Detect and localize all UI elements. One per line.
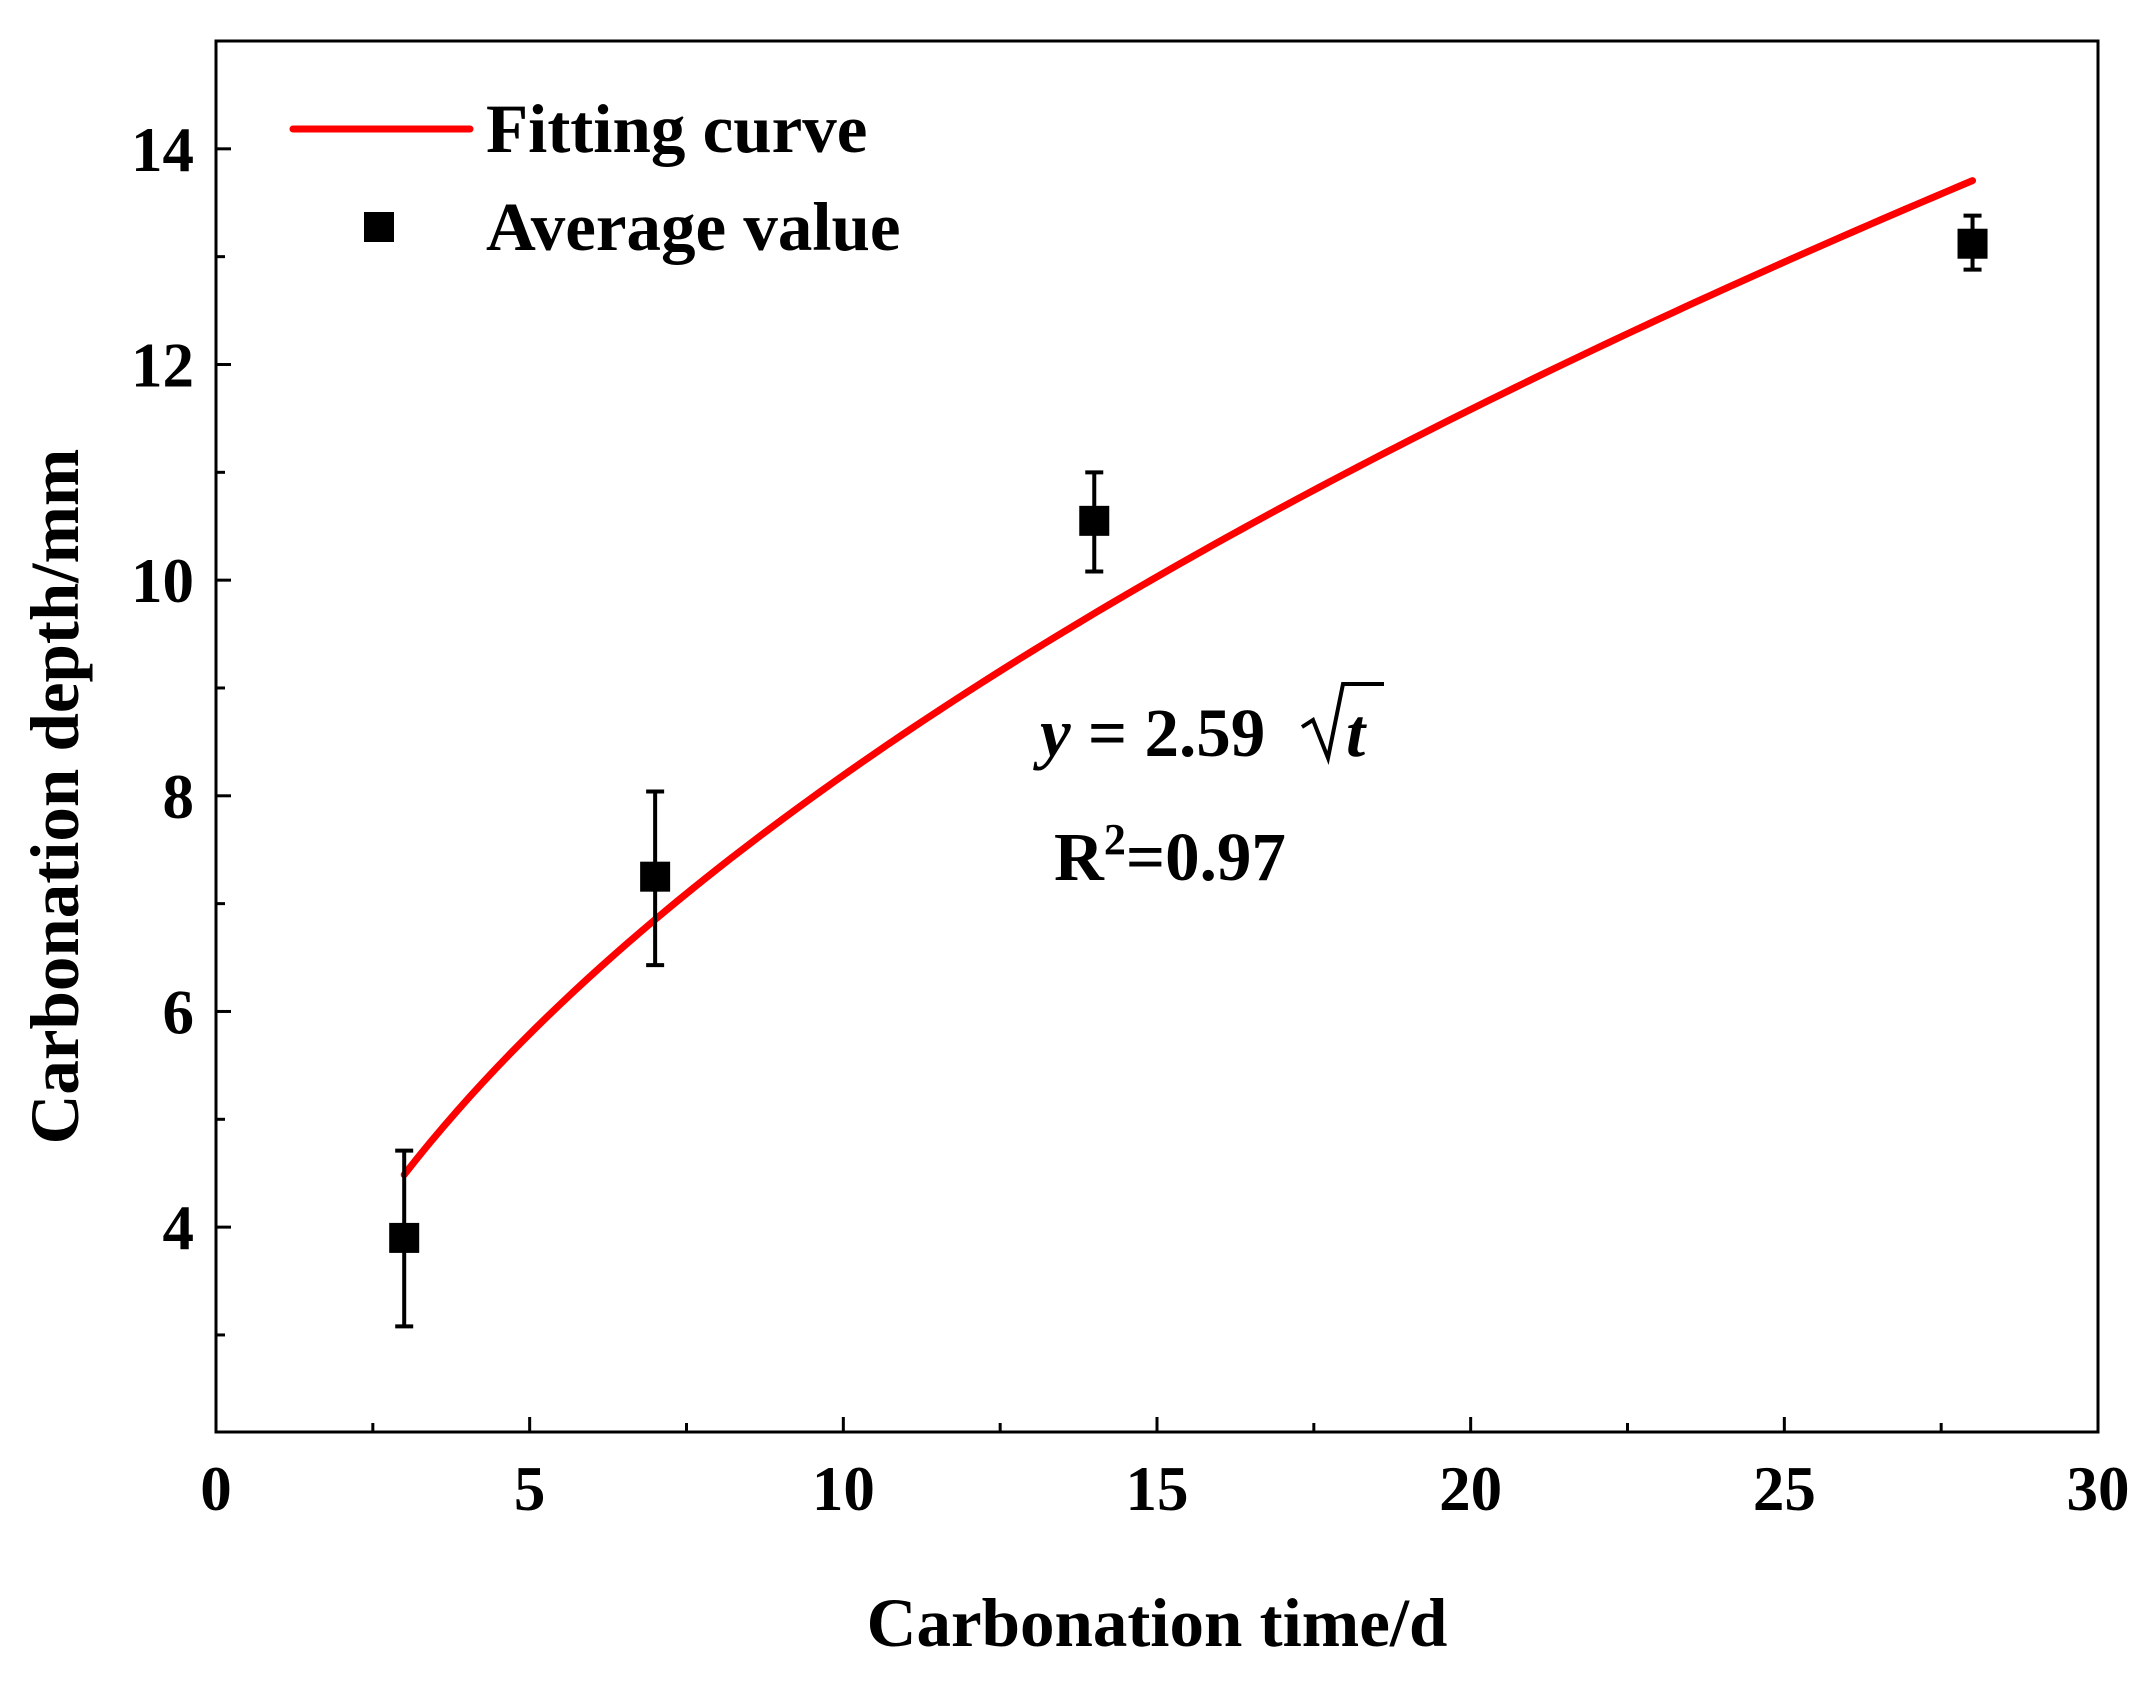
sqrt-sign bbox=[1300, 682, 1384, 766]
r-squared-superscript: 2 bbox=[1104, 815, 1126, 864]
legend: Fitting curve Average value bbox=[289, 91, 901, 265]
point-marker bbox=[640, 861, 671, 892]
y-axis-title: Carbonation depth/mm bbox=[17, 449, 93, 1145]
x-tick-label: 30 bbox=[2067, 1454, 2130, 1524]
average-value-points bbox=[389, 213, 1988, 1329]
x-tick-label: 20 bbox=[1439, 1454, 1502, 1524]
data-point bbox=[389, 1148, 420, 1329]
point-marker bbox=[1957, 228, 1988, 259]
point-marker bbox=[1079, 505, 1110, 536]
data-point bbox=[1957, 213, 1988, 272]
x-axis-title: Carbonation time/d bbox=[867, 1585, 1448, 1661]
x-tick-label: 5 bbox=[514, 1454, 546, 1524]
r-squared-prefix: R bbox=[1054, 819, 1105, 895]
x-tick-label: 0 bbox=[200, 1454, 232, 1524]
y-tick-label: 4 bbox=[163, 1193, 195, 1263]
legend-average-value-label: Average value bbox=[486, 189, 901, 265]
y-tick-label: 6 bbox=[163, 977, 195, 1047]
equation-annotation: y = 2.59 t R2=0.97 bbox=[1033, 682, 1384, 895]
point-marker bbox=[389, 1222, 420, 1253]
legend-fitting-curve-label: Fitting curve bbox=[486, 91, 867, 167]
x-tick-label: 25 bbox=[1753, 1454, 1816, 1524]
y-tick-label: 14 bbox=[131, 115, 194, 185]
y-axis-ticks: 4 6 8 10 12 14 bbox=[131, 39, 231, 1337]
x-tick-label: 15 bbox=[1126, 1454, 1189, 1524]
x-axis-ticks: 0 5 10 15 20 25 30 bbox=[200, 1417, 2130, 1524]
equation-variable: t bbox=[1346, 695, 1367, 771]
x-tick-label: 10 bbox=[812, 1454, 875, 1524]
equation-coefficient: = 2.59 bbox=[1071, 695, 1266, 771]
fitting-curve-line bbox=[400, 177, 1977, 1179]
r-squared-value: =0.97 bbox=[1126, 819, 1286, 895]
equation-lhs: y bbox=[1033, 695, 1071, 771]
y-tick-label: 8 bbox=[163, 762, 195, 832]
legend-average-value-swatch bbox=[364, 212, 394, 242]
data-point bbox=[640, 789, 671, 968]
r-squared-annotation: R2=0.97 bbox=[1054, 815, 1286, 895]
y-tick-label: 12 bbox=[131, 330, 194, 400]
y-tick-label: 10 bbox=[131, 546, 194, 616]
equation-text: y = 2.59 bbox=[1033, 695, 1265, 771]
data-point bbox=[1079, 470, 1110, 574]
